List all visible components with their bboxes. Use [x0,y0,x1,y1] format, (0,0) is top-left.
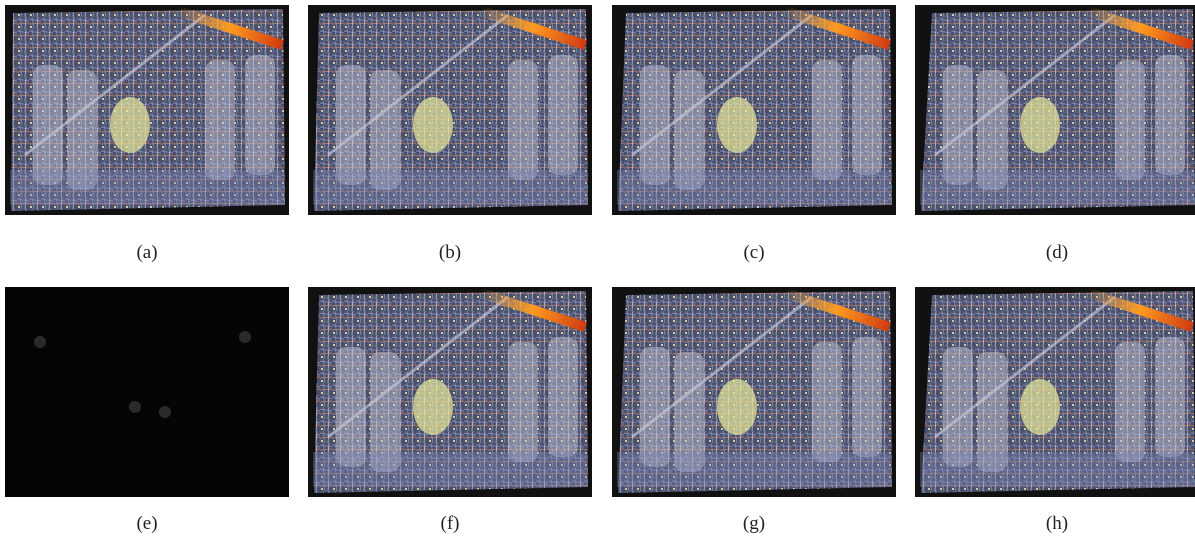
panel-caption: (f) [390,513,510,535]
person [548,337,578,457]
figure: {"panels": [{"label": "(a)"}, {"label": … [0,0,1195,537]
panel-caption: (h) [997,513,1117,535]
person [336,65,366,185]
person [812,342,842,462]
highlight [110,97,150,153]
faint-spot [129,401,141,413]
panel-caption: (a) [87,242,207,264]
person [336,347,366,467]
person [508,60,538,180]
person [1115,342,1145,462]
person [640,65,670,185]
ground [617,170,891,205]
person [812,60,842,180]
panel-image [308,287,592,497]
highlight [717,379,757,435]
ground [313,452,587,487]
panel-caption: (d) [997,242,1117,264]
person [205,60,235,180]
person [943,347,973,467]
faint-spot [159,406,171,418]
highlight [413,97,453,153]
person [245,55,275,175]
panel-image [5,5,289,215]
panel-image [612,287,896,497]
ground [617,452,891,487]
person [33,65,63,185]
person [1155,337,1185,457]
highlight [413,379,453,435]
person [852,55,882,175]
person [508,342,538,462]
panel-image [612,5,896,215]
person [548,55,578,175]
highlight [1020,97,1060,153]
ground [920,170,1194,205]
panel-caption: (g) [694,513,814,535]
dark-image [5,287,289,497]
panel-image [915,287,1195,497]
person [640,347,670,467]
person [1155,55,1185,175]
person [943,65,973,185]
ground [313,170,587,205]
highlight [1020,379,1060,435]
person [1115,60,1145,180]
ground [920,452,1194,487]
highlight [717,97,757,153]
person [852,337,882,457]
panel-caption: (c) [694,242,814,264]
panel-caption: (b) [390,242,510,264]
panel-caption: (e) [87,513,207,535]
ground [10,170,284,205]
panel-image [308,5,592,215]
panel-image [5,287,289,497]
faint-spot [239,331,251,343]
faint-spot [34,336,46,348]
panel-image [915,5,1195,215]
